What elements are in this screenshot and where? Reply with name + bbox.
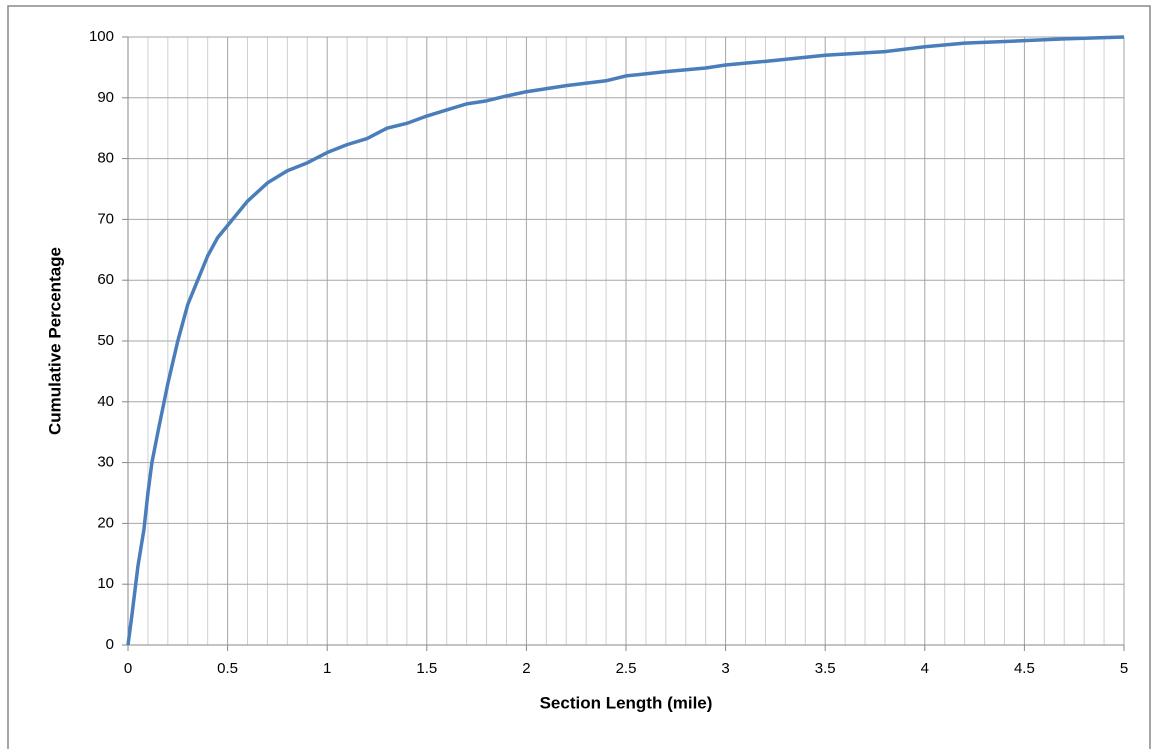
x-tick-label: 4.5 [1014, 660, 1035, 677]
x-tick-label: 1 [323, 660, 331, 677]
y-tick-label: 20 [97, 514, 114, 531]
y-tick-label: 90 [97, 89, 114, 106]
x-tick-label: 3.5 [815, 660, 836, 677]
x-tick-label: 0 [124, 660, 132, 677]
y-tick-label: 60 [97, 271, 114, 288]
y-tick-label: 50 [97, 332, 114, 349]
x-tick-label: 2.5 [616, 660, 637, 677]
x-tick-label: 5 [1120, 660, 1128, 677]
y-axis-label: Cumulative Percentage [45, 247, 64, 435]
y-tick-label: 0 [106, 636, 114, 653]
y-tick-label: 40 [97, 393, 114, 410]
x-axis-label: Section Length (mile) [540, 693, 713, 712]
chart-frame [7, 5, 1151, 749]
y-tick-label: 70 [97, 210, 114, 227]
x-tick-label: 2 [522, 660, 530, 677]
x-tick-label: 1.5 [416, 660, 437, 677]
y-tick-label: 10 [97, 575, 114, 592]
y-tick-label: 30 [97, 454, 114, 471]
data-line [126, 35, 1125, 646]
x-tick-label: 3 [721, 660, 729, 677]
x-tick-label: 0.5 [217, 660, 238, 677]
y-tick-label: 80 [97, 150, 114, 167]
y-tick-label: 100 [89, 28, 114, 45]
x-tick-label: 4 [921, 660, 929, 677]
